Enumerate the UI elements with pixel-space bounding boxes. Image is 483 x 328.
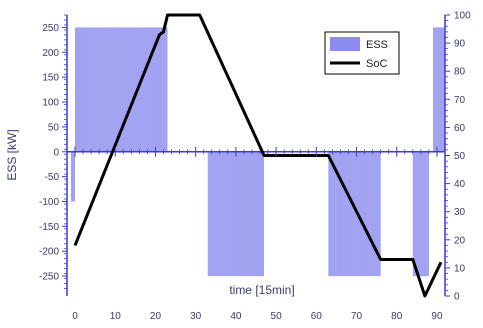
y-tick-label: -100 [39, 197, 59, 208]
x-tick-label: 60 [311, 311, 323, 322]
legend: ESS SoC [324, 31, 400, 75]
y-tick-label: -50 [45, 172, 60, 183]
x-axis-title: time [15min] [229, 283, 294, 297]
y2-tick-label: 30 [454, 207, 466, 218]
ess-bars [71, 27, 445, 277]
y2-tick-label: 70 [454, 95, 466, 106]
x-tick-label: 20 [150, 311, 162, 322]
x-tick-label: 30 [190, 311, 202, 322]
y-tick-label: 250 [42, 23, 59, 34]
x-tick-label: 50 [271, 311, 283, 322]
y2-tick-label: 60 [454, 123, 466, 134]
x-tick-label: 40 [230, 311, 242, 322]
legend-soc-label: SoC [366, 58, 387, 70]
y2-tick-label: 0 [454, 292, 460, 303]
y2-tick-label: 50 [454, 151, 466, 162]
y2-tick-label: 40 [454, 179, 466, 190]
y-tick-label: 0 [53, 147, 59, 158]
tick-marks [62, 14, 450, 297]
x-tick-label: 0 [72, 311, 78, 322]
tick-labels: -250-200-150-100-50050100150200250010203… [39, 11, 471, 323]
soc-line [73, 13, 443, 298]
y2-tick-label: 90 [454, 39, 466, 50]
y2-tick-label: 100 [454, 11, 471, 22]
y-tick-label: -200 [39, 247, 59, 258]
x-tick-label: 10 [110, 311, 122, 322]
ess-bar-block-4 [412, 151, 429, 277]
legend-ess-label: ESS [366, 39, 388, 51]
y-axis-title: ESS [kW] [5, 129, 19, 180]
y2-tick-label: 10 [454, 263, 466, 274]
y2-tick-label: 20 [454, 235, 466, 246]
y-tick-label: 50 [48, 122, 60, 133]
x-tick-label: 90 [431, 311, 443, 322]
y-tick-label: 150 [42, 73, 59, 84]
y2-tick-label: 80 [454, 67, 466, 78]
y-tick-label: 200 [42, 48, 59, 59]
x-tick-label: 70 [351, 311, 363, 322]
legend-ess-swatch [330, 37, 360, 51]
ess-bar-block-0 [71, 151, 76, 202]
x-tick-label: 80 [391, 311, 403, 322]
soc-line-group [73, 13, 443, 298]
y-tick-label: -150 [39, 222, 59, 233]
ess-bar-block-5 [432, 27, 445, 152]
y-tick-label: -250 [39, 272, 59, 283]
y-tick-label: 100 [42, 98, 59, 109]
